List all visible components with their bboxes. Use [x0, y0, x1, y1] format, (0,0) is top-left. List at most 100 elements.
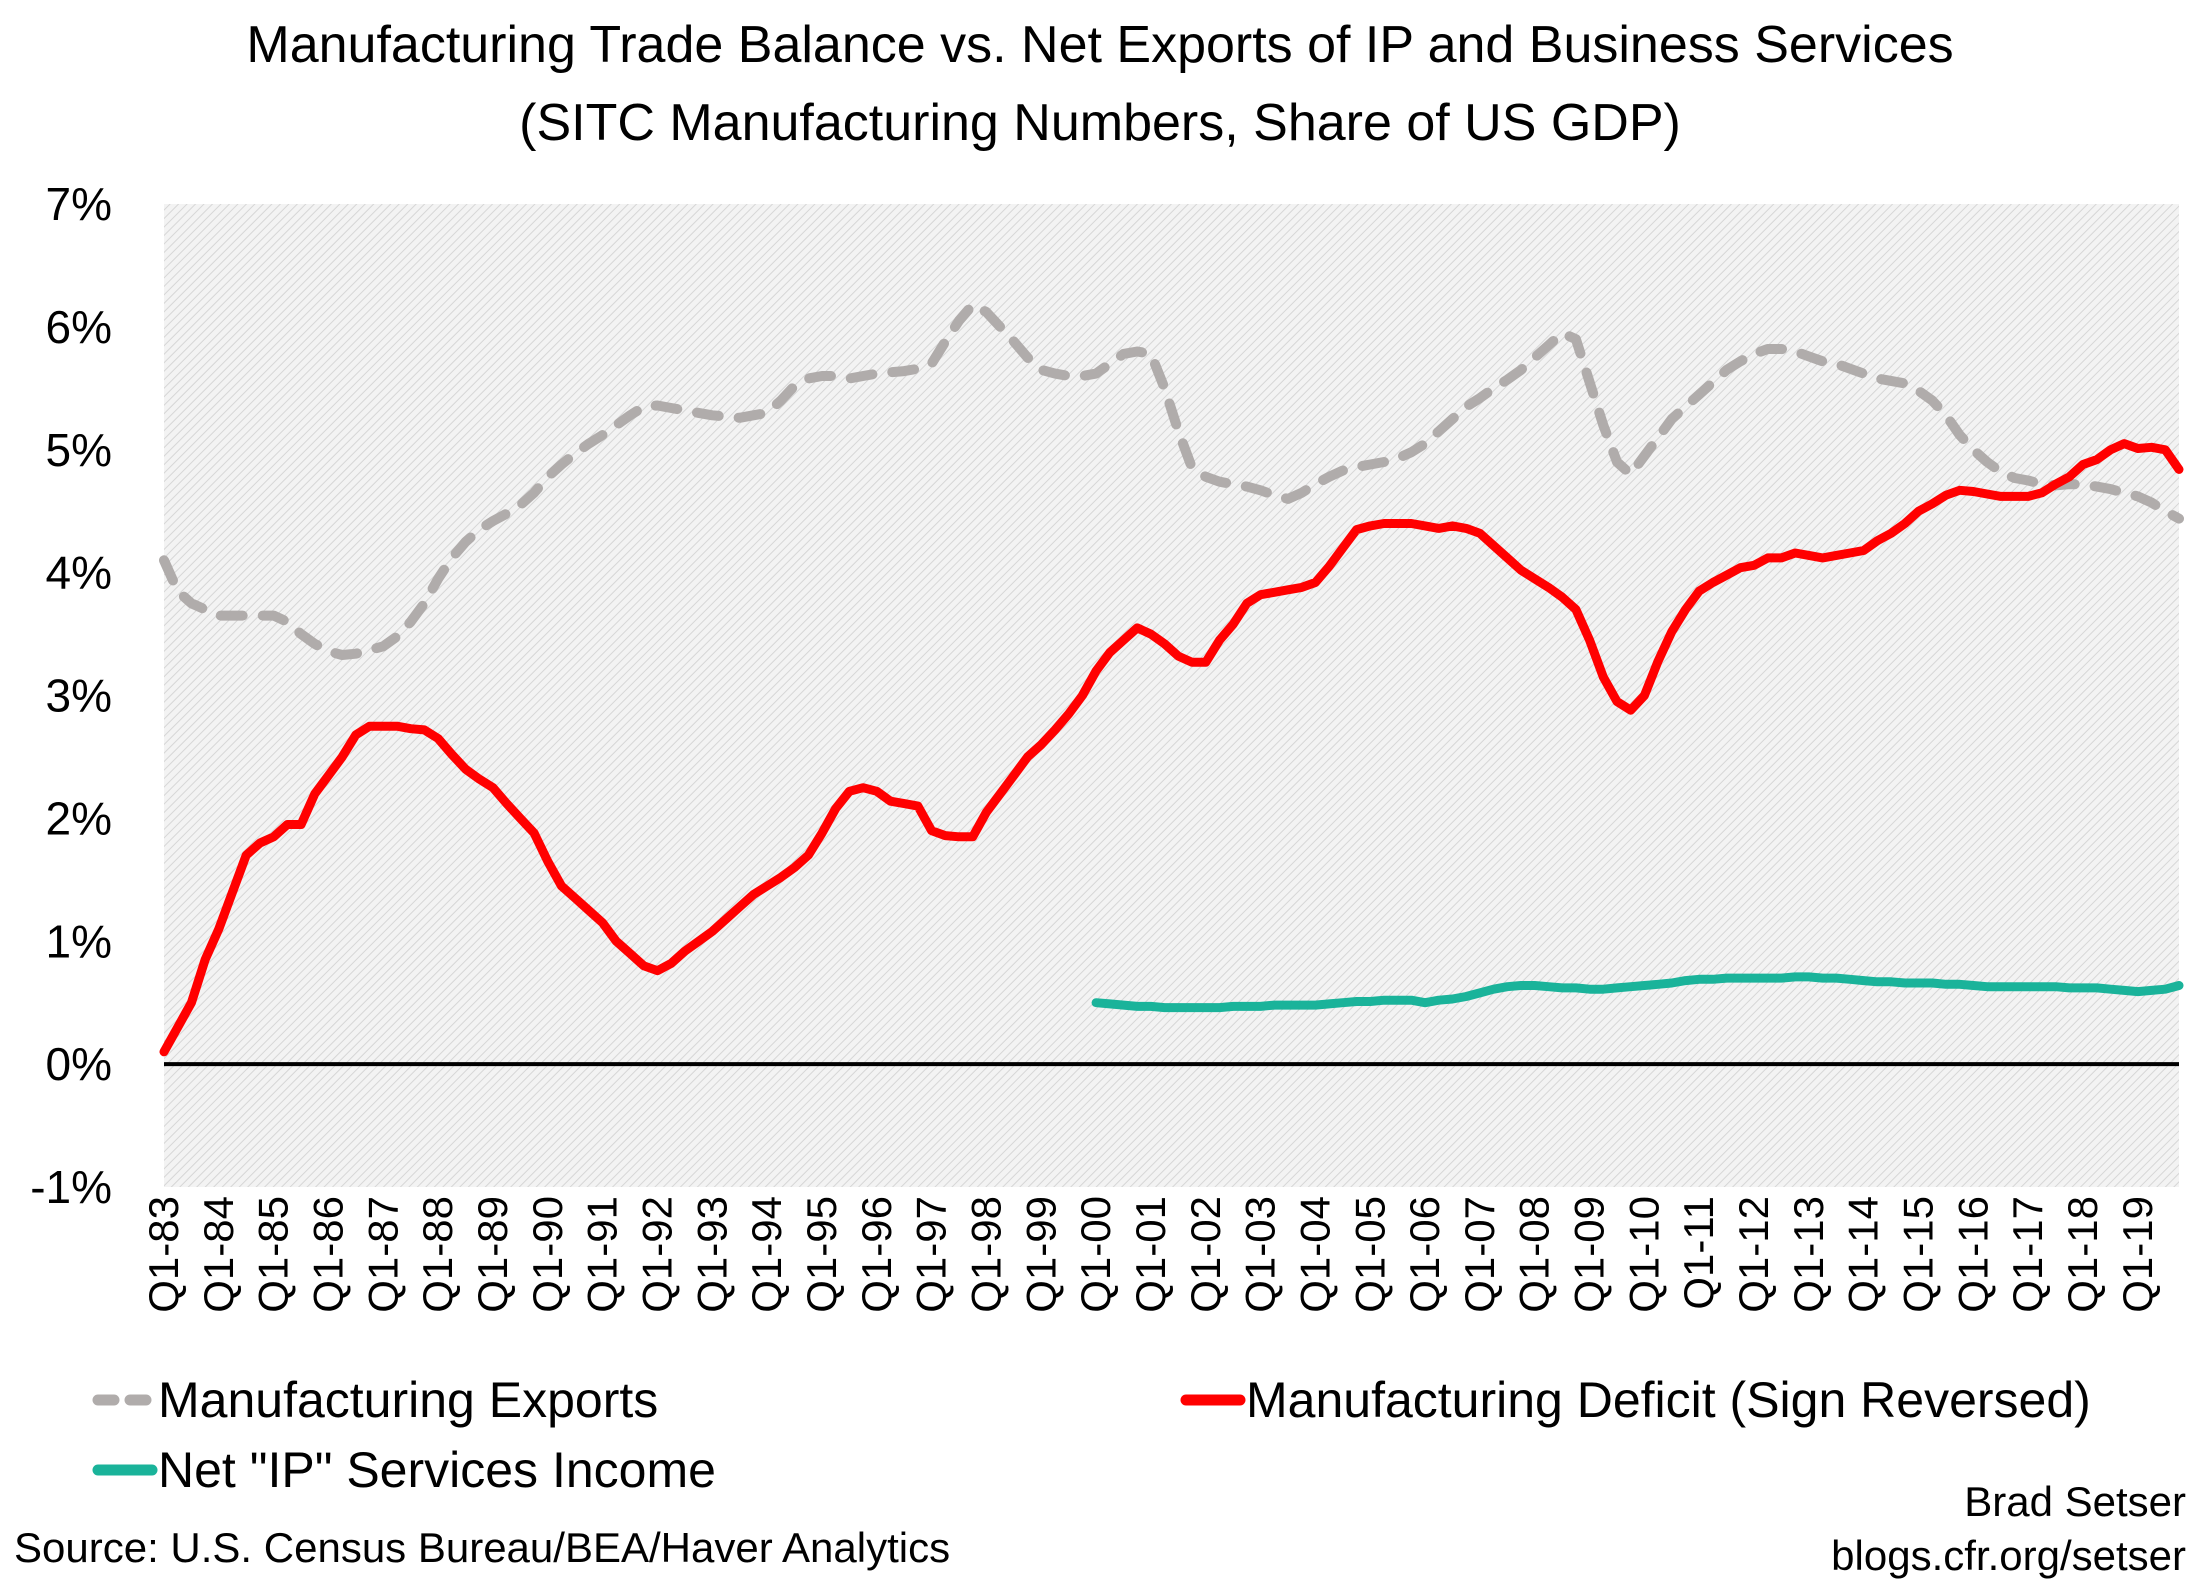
data-point-2 — [1301, 1005, 1302, 1006]
data-point-0 — [1315, 484, 1316, 485]
data-point-1 — [534, 833, 535, 834]
data-point-2 — [2055, 986, 2056, 987]
data-point-0 — [767, 412, 768, 413]
data-point-0 — [835, 376, 836, 377]
data-point-0 — [1822, 361, 1823, 362]
data-point-0 — [1603, 425, 1604, 426]
data-point-0 — [1507, 379, 1508, 380]
data-point-2 — [1329, 1003, 1330, 1004]
x-tick-label: Q1-02 — [1182, 1196, 1229, 1313]
data-point-2 — [1466, 996, 1467, 997]
data-point-0 — [273, 615, 274, 616]
data-point-0 — [397, 636, 398, 637]
x-tick-label: Q1-15 — [1895, 1196, 1942, 1313]
data-point-2 — [2110, 989, 2111, 990]
data-point-1 — [1712, 582, 1713, 583]
data-point-1 — [1699, 591, 1700, 592]
data-point-2 — [1383, 1000, 1384, 1001]
data-point-0 — [1205, 476, 1206, 477]
data-point-1 — [767, 885, 768, 886]
data-point-1 — [1863, 550, 1864, 551]
data-point-0 — [1068, 376, 1069, 377]
y-tick-label: 5% — [46, 424, 112, 476]
data-point-2 — [1877, 981, 1878, 982]
data-point-0 — [630, 415, 631, 416]
data-point-0 — [1192, 468, 1193, 469]
data-point-0 — [1658, 437, 1659, 438]
data-point-1 — [671, 963, 672, 964]
data-point-1 — [890, 801, 891, 802]
data-point-1 — [1850, 552, 1851, 553]
data-point-0 — [1452, 419, 1453, 420]
data-point-0 — [1246, 486, 1247, 487]
data-point-2 — [1493, 989, 1494, 990]
data-point-1 — [794, 867, 795, 868]
data-point-1 — [369, 726, 370, 727]
data-point-1 — [1246, 603, 1247, 604]
data-point-2 — [1754, 978, 1755, 979]
data-point-1 — [1342, 548, 1343, 549]
data-point-0 — [1644, 455, 1645, 456]
data-point-2 — [1973, 985, 1974, 986]
data-point-0 — [2151, 502, 2152, 503]
data-point-2 — [2041, 986, 2042, 987]
data-point-2 — [1438, 1000, 1439, 1001]
data-point-0 — [191, 603, 192, 604]
data-point-2 — [1808, 976, 1809, 977]
data-point-1 — [945, 835, 946, 836]
data-point-2 — [1315, 1005, 1316, 1006]
data-point-1 — [1438, 528, 1439, 529]
data-point-1 — [1740, 567, 1741, 568]
data-point-1 — [2014, 496, 2015, 497]
data-point-1 — [1644, 695, 1645, 696]
data-point-1 — [246, 855, 247, 856]
data-point-0 — [2137, 496, 2138, 497]
data-point-0 — [1904, 383, 1905, 384]
data-point-2 — [2069, 987, 2070, 988]
data-point-0 — [1808, 356, 1809, 357]
data-point-1 — [1781, 557, 1782, 558]
data-point-0 — [547, 476, 548, 477]
data-point-1 — [273, 836, 274, 837]
x-tick-label: Q1-94 — [743, 1196, 790, 1313]
x-tick-label: Q1-12 — [1730, 1196, 1777, 1313]
data-point-1 — [1411, 523, 1412, 524]
x-tick-label: Q1-92 — [633, 1196, 680, 1313]
data-point-1 — [451, 754, 452, 755]
data-point-1 — [2069, 476, 2070, 477]
data-point-2 — [1658, 984, 1659, 985]
data-point-0 — [561, 464, 562, 465]
data-point-0 — [1987, 462, 1988, 463]
data-point-1 — [1178, 656, 1179, 657]
data-point-2 — [1260, 1006, 1261, 1007]
data-point-2 — [2137, 991, 2138, 992]
series-line-2 — [1091, 972, 2184, 1013]
data-point-2 — [2028, 986, 2029, 987]
data-point-0 — [588, 443, 589, 444]
data-point-1 — [1068, 713, 1069, 714]
data-point-1 — [588, 910, 589, 911]
data-point-1 — [2096, 459, 2097, 460]
data-point-0 — [1027, 357, 1028, 358]
data-point-0 — [287, 621, 288, 622]
data-point-2 — [1150, 1006, 1151, 1007]
y-tick-label: -1% — [30, 1161, 112, 1213]
data-point-1 — [1521, 570, 1522, 571]
data-point-0 — [164, 560, 165, 561]
x-tick-label: Q1-86 — [304, 1196, 351, 1313]
data-point-0 — [1754, 353, 1755, 354]
series-line-1 — [159, 439, 2184, 1057]
data-point-2 — [1452, 999, 1453, 1000]
data-point-0 — [1356, 466, 1357, 467]
data-point-0 — [1123, 353, 1124, 354]
y-tick-label: 0% — [46, 1038, 112, 1090]
legend-item-manufacturing-exports: Manufacturing Exports — [92, 1372, 658, 1428]
series-line-0 — [159, 299, 2184, 660]
data-point-1 — [726, 919, 727, 920]
data-point-0 — [1383, 462, 1384, 463]
data-point-1 — [1507, 557, 1508, 558]
data-point-1 — [1329, 566, 1330, 567]
data-point-0 — [1589, 382, 1590, 383]
data-point-1 — [1260, 594, 1261, 595]
data-point-1 — [986, 812, 987, 813]
